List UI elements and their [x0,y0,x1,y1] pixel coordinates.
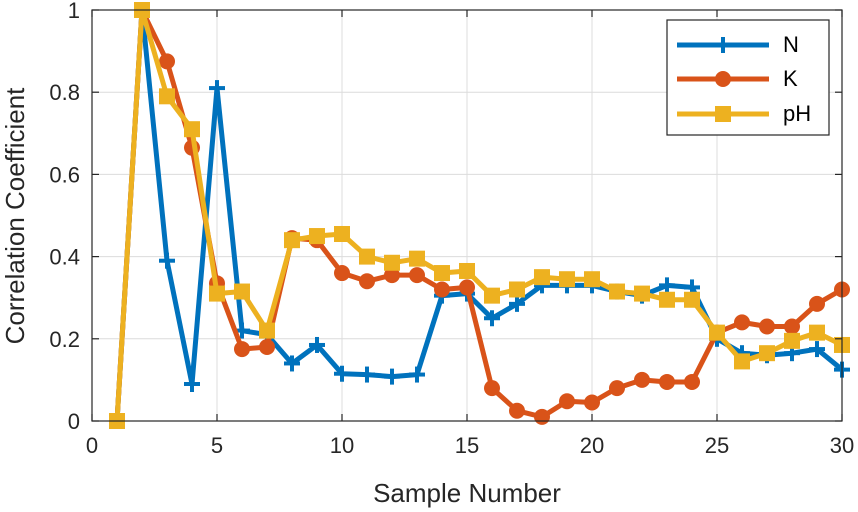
data-point-ph [159,88,175,105]
data-point-k [384,267,400,284]
legend-label-n: N [783,32,799,57]
y-axis-title: Correlation Coefficient [0,87,30,345]
data-point-k [484,380,500,397]
x-tick-label: 15 [455,433,479,458]
data-point-ph [184,121,200,138]
y-tick-label: 0.6 [49,162,80,187]
x-tick-label: 30 [830,433,854,458]
data-point-k [534,408,550,425]
data-point-k [359,273,375,290]
data-point-ph [334,225,350,242]
data-point-k [409,267,425,284]
data-point-k [759,318,775,335]
data-point-k [659,373,675,390]
y-tick-label: 0 [68,409,80,434]
data-point-n [659,277,675,294]
data-point-n [159,252,175,269]
data-point-ph [709,324,725,341]
data-point-n [384,368,400,385]
data-point-ph [784,332,800,349]
data-point-ph [634,285,650,302]
legend-entry-n: N [677,32,799,57]
legend-entry-ph: pH [677,101,811,126]
data-point-ph [459,262,475,279]
y-tick-labels: 0 0.2 0.4 0.6 0.8 1 [49,0,80,434]
y-tick-label: 0.4 [49,245,80,270]
data-point-k [559,393,575,410]
data-point-ph [609,283,625,300]
data-point-n [184,376,200,393]
data-point-ph [734,353,750,370]
data-point-ph [409,250,425,267]
data-point-k [334,265,350,282]
x-axis-title: Sample Number [373,478,561,508]
legend-label-ph: pH [783,101,811,126]
data-point-n [809,341,825,358]
data-point-n [284,355,300,372]
legend-marker-k [715,71,731,87]
data-point-k [434,281,450,298]
data-point-ph [759,345,775,362]
data-point-k [584,394,600,411]
data-point-n [359,366,375,383]
data-point-n [509,295,525,312]
data-point-k [509,402,525,419]
data-point-ph [384,254,400,271]
legend: N K pH [666,19,830,136]
data-point-n [209,80,225,97]
legend-marker-n [715,37,731,53]
data-point-n [309,336,325,353]
legend-sample-k [677,71,769,87]
data-point-ph [309,228,325,245]
data-point-k [784,318,800,335]
x-tick-label: 10 [330,433,354,458]
data-point-k [159,53,175,70]
data-point-ph [284,232,300,249]
data-point-ph [484,287,500,304]
data-point-ph [659,291,675,308]
data-point-ph [259,322,275,339]
data-point-ph [684,291,700,308]
data-point-ph [584,271,600,288]
data-point-k [809,295,825,312]
legend-entry-k: K [677,66,798,91]
data-point-ph [509,281,525,298]
x-tick-labels: 0 5 10 15 20 25 30 [86,433,854,458]
data-point-ph [234,283,250,300]
data-point-k [259,339,275,356]
data-point-k [459,279,475,296]
tick-marks [91,9,843,422]
data-point-k [634,371,650,388]
data-point-n [334,365,350,382]
data-point-ph [209,285,225,302]
legend-sample-n [677,37,769,53]
data-point-k [609,380,625,397]
y-tick-label: 1 [68,0,80,23]
data-point-k [734,314,750,331]
y-tick-label: 0.8 [49,80,80,105]
y-tick-label: 0.2 [49,327,80,352]
x-tick-label: 25 [705,433,729,458]
legend-sample-ph [677,106,769,122]
data-point-k [234,341,250,358]
data-point-ph [809,324,825,341]
data-point-ph [559,271,575,288]
series-layer [109,2,850,429]
data-point-k [684,373,700,390]
legend-label-k: K [783,66,798,91]
legend-marker-ph [715,106,731,122]
data-point-n [409,366,425,383]
data-point-ph [359,248,375,265]
data-point-n [484,310,500,327]
x-tick-label: 5 [211,433,223,458]
x-tick-label: 0 [86,433,98,458]
data-point-ph [534,269,550,286]
x-tick-label: 20 [580,433,604,458]
data-point-ph [434,265,450,282]
